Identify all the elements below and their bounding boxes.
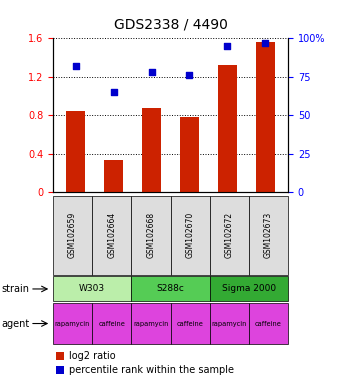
Text: GSM102659: GSM102659 [68,212,77,258]
Text: Sigma 2000: Sigma 2000 [222,285,276,293]
Bar [256,42,275,192]
Text: rapamycin: rapamycin [212,321,247,326]
Point [149,69,154,75]
Text: agent: agent [2,318,30,329]
Point [73,63,78,69]
Bar [104,161,123,192]
Text: GSM102668: GSM102668 [146,212,155,258]
Point [111,89,116,95]
Text: GSM102670: GSM102670 [186,212,195,258]
Point [263,40,268,46]
Bar [180,117,199,192]
Text: strain: strain [2,284,30,294]
Text: percentile rank within the sample: percentile rank within the sample [69,365,234,375]
Text: rapamycin: rapamycin [55,321,90,326]
Text: GDS2338 / 4490: GDS2338 / 4490 [114,17,227,31]
Text: S288c: S288c [157,285,184,293]
Text: rapamycin: rapamycin [133,321,168,326]
Point [225,43,230,49]
Bar [142,108,161,192]
Text: log2 ratio: log2 ratio [69,351,116,361]
Text: W303: W303 [79,285,105,293]
Text: GSM102664: GSM102664 [107,212,116,258]
Bar [218,65,237,192]
Text: caffeine: caffeine [177,321,204,326]
Text: caffeine: caffeine [255,321,282,326]
Text: GSM102673: GSM102673 [264,212,273,258]
Point [187,72,192,78]
Bar [66,111,85,192]
Text: GSM102672: GSM102672 [225,212,234,258]
Text: caffeine: caffeine [98,321,125,326]
